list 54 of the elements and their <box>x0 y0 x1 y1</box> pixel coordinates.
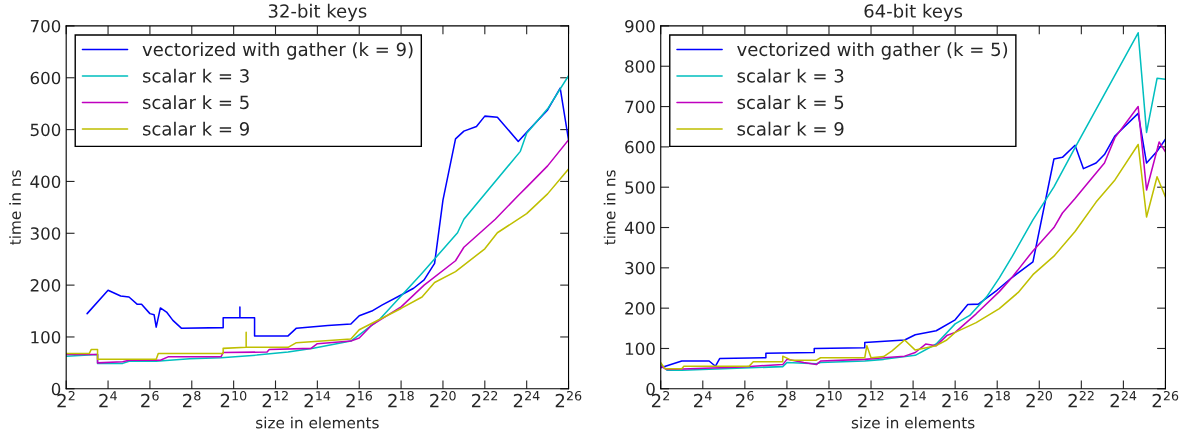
x-tick-label: 2$^{6}$ <box>141 390 159 408</box>
x-tick-label: 2$^{18}$ <box>984 390 1010 408</box>
y-tick-label: 400 <box>30 175 61 189</box>
x-tick-label: 2$^{4}$ <box>694 391 712 408</box>
chart-title: 64-bit keys <box>864 3 963 22</box>
x-tick-label: 2$^{12}$ <box>262 390 288 408</box>
y-tick-label: 300 <box>30 227 61 240</box>
y-tick-label: 300 <box>625 261 655 275</box>
y-tick-label: 600 <box>30 71 61 85</box>
y-tick-label: 900 <box>625 19 655 33</box>
x-tick-label: 2$^{20}$ <box>1026 390 1052 408</box>
x-tick-label: 2$^{12}$ <box>858 390 884 408</box>
legend-label: scalar k = 9 <box>737 121 844 136</box>
x-tick-label: 2$^{4}$ <box>99 391 117 408</box>
legend-label: scalar k = 3 <box>737 68 844 83</box>
legend-label: scalar k = 5 <box>143 95 249 110</box>
x-axis-title: size in elements <box>851 416 975 429</box>
x-tick-label: 2$^{20}$ <box>430 390 456 408</box>
chart-title: 32-bit keys <box>268 3 367 22</box>
x-tick-label: 2$^{22}$ <box>1068 390 1094 408</box>
y-tick-label: 500 <box>625 181 655 194</box>
legend-label: scalar k = 5 <box>737 95 844 110</box>
x-tick-label: 2$^{8}$ <box>182 390 201 408</box>
x-tick-label: 2$^{6}$ <box>736 390 754 408</box>
y-axis-title: time in ns <box>603 170 616 245</box>
x-tick-label: 2$^{8}$ <box>778 390 796 408</box>
y-tick-label: 100 <box>625 342 655 356</box>
y-tick-label: 200 <box>625 302 655 315</box>
x-tick-label: 2$^{26}$ <box>1152 390 1179 408</box>
x-tick-label: 2$^{14}$ <box>900 391 926 408</box>
legend-label: scalar k = 3 <box>143 68 249 83</box>
x-axis-title: size in elements <box>256 416 379 429</box>
x-tick-label: 2$^{14}$ <box>304 391 331 408</box>
x-tick-label: 2$^{10}$ <box>220 390 247 408</box>
y-tick-label: 700 <box>625 100 655 114</box>
x-tick-label: 2$^{24}$ <box>1110 390 1137 408</box>
x-tick-label: 2$^{16}$ <box>942 390 968 408</box>
y-tick-label: 400 <box>624 221 655 235</box>
x-tick-label: 2$^{22}$ <box>471 390 498 408</box>
x-tick-label: 2$^{10}$ <box>816 390 842 408</box>
legend-label: vectorized with gather (k = 5) <box>737 42 1008 60</box>
y-tick-label: 800 <box>625 60 655 73</box>
legend-label: scalar k = 9 <box>143 121 249 136</box>
x-tick-label: 2$^{16}$ <box>346 390 372 408</box>
y-tick-label: 700 <box>30 19 61 33</box>
x-tick-label: 2$^{24}$ <box>513 390 540 408</box>
x-tick-label: 2$^{18}$ <box>388 390 414 408</box>
x-tick-label: 2$^{26}$ <box>555 390 582 408</box>
legend-label: vectorized with gather (k = 9) <box>142 42 413 60</box>
y-tick-label: 500 <box>30 123 61 137</box>
y-tick-label: 600 <box>625 140 655 154</box>
y-tick-label: 200 <box>30 279 61 292</box>
y-tick-label: 100 <box>31 330 61 344</box>
y-axis-title: time in ns <box>9 170 21 245</box>
